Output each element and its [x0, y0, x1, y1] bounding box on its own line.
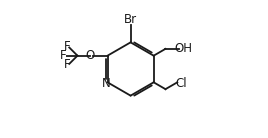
Text: OH: OH [174, 42, 192, 55]
Text: F: F [64, 40, 70, 53]
Text: O: O [85, 49, 95, 62]
Text: Cl: Cl [175, 76, 187, 90]
Text: N: N [102, 76, 111, 90]
Text: F: F [64, 59, 70, 71]
Text: Br: Br [124, 13, 137, 26]
Text: F: F [59, 49, 66, 62]
